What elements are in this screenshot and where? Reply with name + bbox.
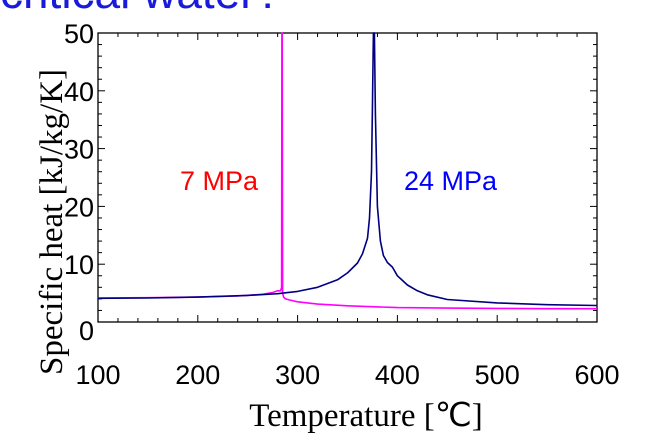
plot-frame: [97, 32, 598, 323]
x-tick-label: 100: [75, 360, 120, 390]
y-tick-label: 10: [64, 250, 94, 280]
plot-area: [97, 32, 598, 323]
x-tick-labels: 100 200 300 400 500 600: [75, 360, 619, 390]
minor-ticks: [97, 32, 598, 323]
y-tick-label: 20: [64, 192, 94, 222]
series-layer: [98, 32, 597, 310]
y-axis-title: Specific heat [kJ/kg/K]: [34, 69, 70, 375]
y-tick-labels: 0 10 20 30 40 50: [64, 19, 94, 346]
banner-text: critical water?: [0, 0, 281, 18]
x-tick-label: 400: [375, 360, 420, 390]
x-axis-title: Temperature [℃]: [249, 398, 483, 434]
series-line-24mpa: [98, 32, 597, 307]
y-tick-label: 50: [64, 19, 94, 49]
y-tick-label: 0: [79, 316, 94, 346]
x-tick-label: 300: [275, 360, 320, 390]
x-tick-label: 600: [574, 360, 619, 390]
x-tick-label: 200: [175, 360, 220, 390]
series-label-24mpa: 24 MPa: [404, 166, 498, 196]
series-label-7mpa: 7 MPa: [180, 166, 259, 196]
y-tick-label: 40: [64, 77, 94, 107]
x-tick-label: 500: [475, 360, 520, 390]
y-tick-label: 30: [64, 135, 94, 165]
